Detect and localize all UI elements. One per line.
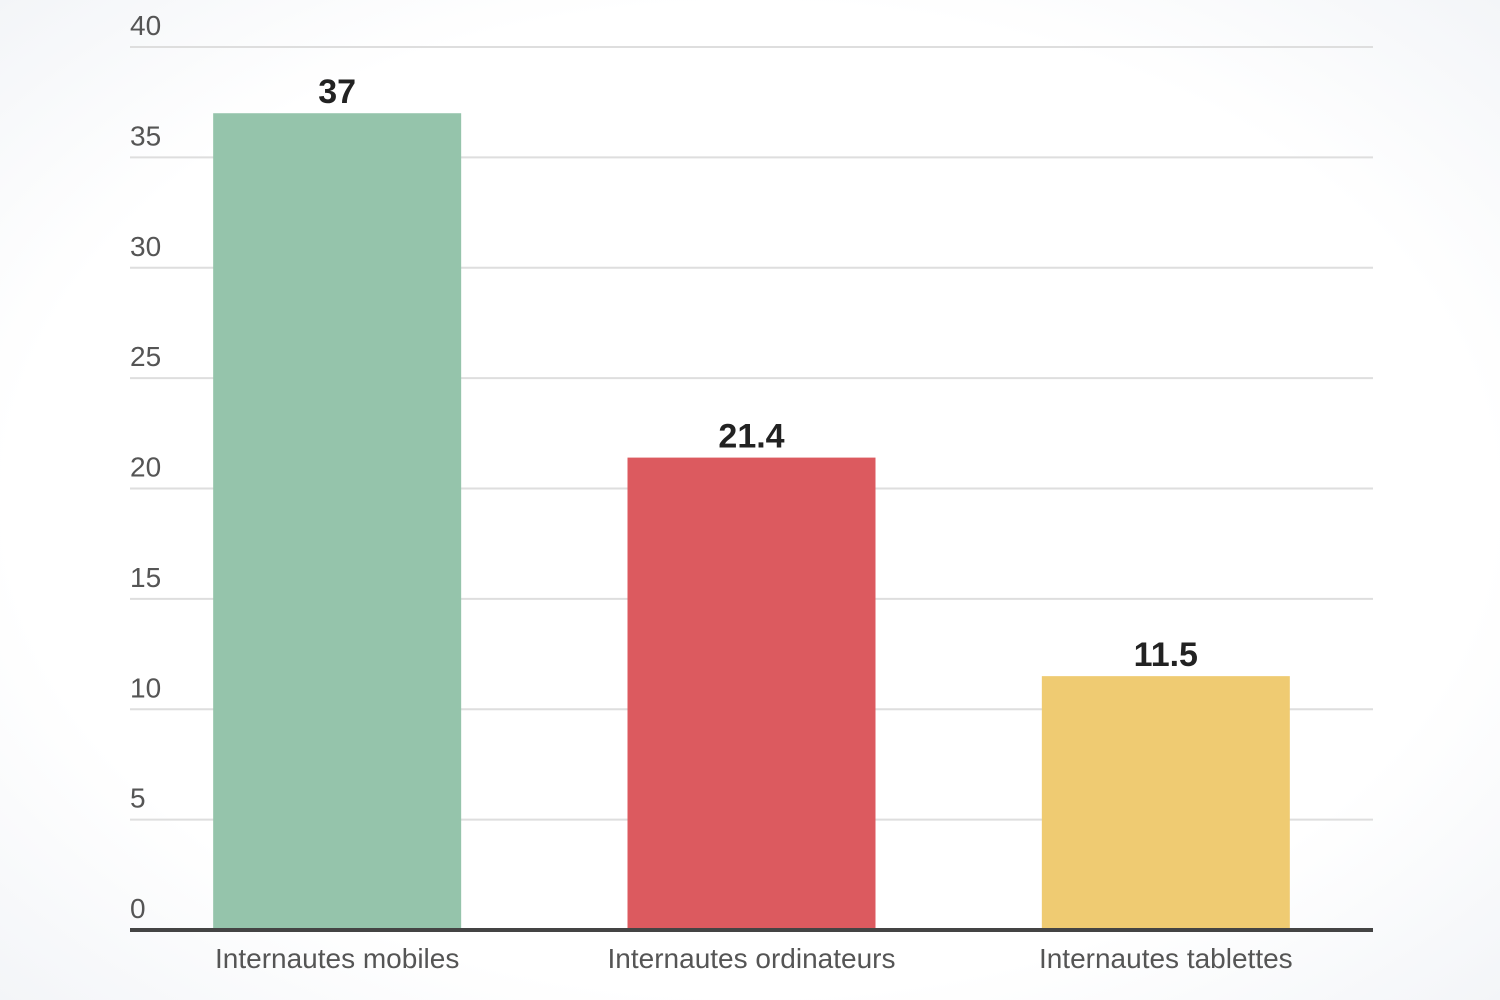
bar — [627, 457, 876, 930]
y-axis-ticks: 0 5 10 15 20 25 30 35 40 — [130, 10, 161, 924]
y-tick-label: 5 — [130, 783, 146, 814]
y-tick-label: 35 — [130, 120, 161, 151]
y-tick-label: 0 — [130, 893, 146, 924]
data-label: 37 — [318, 73, 356, 111]
y-tick-label: 30 — [130, 231, 161, 262]
x-axis-labels: Internautes mobiles Internautes ordinateu… — [215, 943, 1293, 974]
data-label: 11.5 — [1134, 636, 1198, 674]
y-tick-label: 40 — [130, 10, 161, 41]
x-tick-label: Internautes ordinateurs — [608, 943, 896, 974]
bar — [1041, 676, 1290, 930]
x-tick-label: Internautes tablettes — [1039, 943, 1293, 974]
data-label: 21.4 — [718, 418, 784, 456]
y-tick-label: 10 — [130, 672, 161, 703]
bar — [213, 113, 462, 931]
bars — [213, 113, 1290, 931]
x-tick-label: Internautes mobiles — [215, 943, 459, 974]
y-tick-label: 15 — [130, 562, 161, 593]
y-tick-label: 20 — [130, 452, 161, 483]
value-labels: 37 21.4 11.5 — [318, 73, 1198, 674]
y-tick-label: 25 — [130, 341, 161, 372]
